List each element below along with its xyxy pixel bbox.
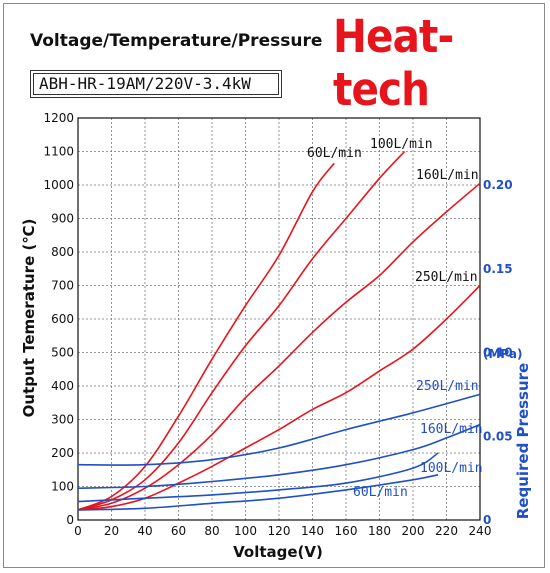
pressure-lines (77, 393, 481, 511)
y-tick-label: 700 (51, 279, 74, 293)
x-tick-label: 200 (402, 524, 425, 538)
x-axis-label: Voltage(V) (233, 543, 323, 561)
model-box: ABH-HR-19AM/220V-3.4kW (30, 70, 282, 98)
temp-label-100: 100L/min (370, 137, 433, 152)
tick-labels: 0 20 40 60 80 100 120 140 160 180 200 220 2400100200… (43, 111, 512, 538)
x-tick-label: 40 (137, 524, 152, 538)
chart-frame (3, 3, 545, 568)
pressure-line (77, 423, 481, 489)
y2-axis-label: Required Pressure (514, 363, 532, 519)
x-tick-label: 0 (74, 524, 82, 538)
x-tick-label: 180 (368, 524, 391, 538)
pressure-line (77, 452, 439, 503)
model-label: ABH-HR-19AM/220V-3.4kW (33, 73, 279, 95)
y-tick-label: 500 (51, 346, 74, 360)
y-tick-label: 800 (51, 245, 74, 259)
chart-title: Voltage/Temperature/Pressure (30, 31, 323, 51)
temp-label-160: 160L/min (416, 168, 479, 183)
x-tick-label: 160 (335, 524, 358, 538)
y-tick-label: 1000 (43, 178, 74, 192)
pressure-label-60: 60L/min (353, 485, 408, 500)
y2-tick-label: 0.05 (483, 429, 513, 443)
y2-tick-label: 0 (483, 513, 491, 527)
temperature-line (77, 182, 481, 511)
x-tick-label: 60 (171, 524, 186, 538)
y2-tick-label: 0.10 (483, 346, 513, 360)
pressure-label-160: 160L/min (420, 422, 483, 437)
y-tick-label: 400 (51, 379, 74, 393)
y2-unit-label: (MPa) (483, 347, 522, 361)
temp-label-60: 60L/min (307, 146, 362, 161)
y-tick-label: 900 (51, 212, 74, 226)
pressure-line (77, 393, 481, 466)
y2-tick-label: 0.15 (483, 262, 513, 276)
y-tick-label: 100 (51, 480, 74, 494)
x-tick-label: 120 (268, 524, 291, 538)
x-tick-label: 140 (301, 524, 324, 538)
plot-area (77, 117, 481, 521)
y-tick-label: 0 (66, 513, 74, 527)
temperature-line (77, 162, 335, 511)
y-axis-label: Output Temerature (℃) (20, 219, 38, 418)
pressure-label-250: 250L/min (416, 379, 479, 394)
y-tick-label: 1200 (43, 111, 74, 125)
pressure-label-100: 100L/min (420, 461, 483, 476)
x-tick-label: 100 (234, 524, 257, 538)
x-tick-label: 20 (104, 524, 119, 538)
y-tick-label: 300 (51, 413, 74, 427)
x-tick-label: 240 (469, 524, 492, 538)
series-labels: 60L/min 100L/min 160L/min 250L/min 250L/… (307, 137, 483, 500)
y-tick-label: 200 (51, 446, 74, 460)
plot-border (77, 117, 481, 521)
x-tick-label: 80 (204, 524, 219, 538)
y-tick-label: 1100 (43, 145, 74, 159)
brand-logo-text: Heat-tech (333, 10, 454, 116)
temp-label-250: 250L/min (415, 270, 478, 285)
y2-tick-label: 0.20 (483, 178, 513, 192)
y-tick-label: 600 (51, 312, 74, 326)
pressure-line (77, 474, 439, 511)
x-tick-label: 220 (435, 524, 458, 538)
